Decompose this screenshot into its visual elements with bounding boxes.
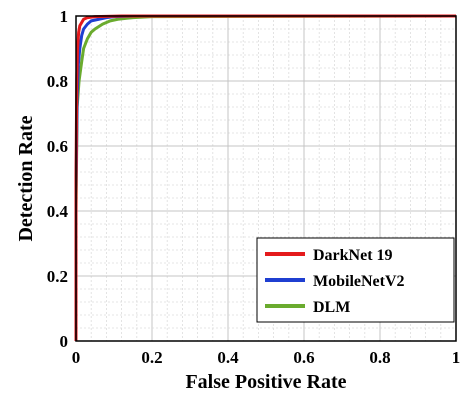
y-tick-label: 0.8 [47,72,68,91]
legend-label: DLM [313,299,350,316]
x-tick-label: 0.4 [217,348,239,367]
legend-label: DarkNet 19 [313,247,393,264]
y-axis-label: Detection Rate [15,115,37,241]
legend-label: MobileNetV2 [313,273,405,290]
y-tick-label: 0.2 [47,267,68,286]
x-tick-label: 1 [452,348,461,367]
tick-labels: 0 0.2 0.4 0.6 0.8 1 0 0.2 0.4 0.6 0.8 1 [47,7,461,367]
y-tick-label: 1 [60,7,69,26]
x-tick-label: 0.2 [141,348,162,367]
y-tick-label: 0.4 [47,202,69,221]
y-tick-label: 0.6 [47,137,68,156]
y-tick-label: 0 [60,332,69,351]
x-tick-label: 0.6 [293,348,314,367]
plot-border [75,15,457,342]
x-tick-label: 0.8 [369,348,390,367]
legend: DarkNet 19 MobileNetV2 DLM [256,237,455,323]
x-tick-label: 0 [72,348,81,367]
x-axis-label: False Positive Rate [185,371,346,393]
